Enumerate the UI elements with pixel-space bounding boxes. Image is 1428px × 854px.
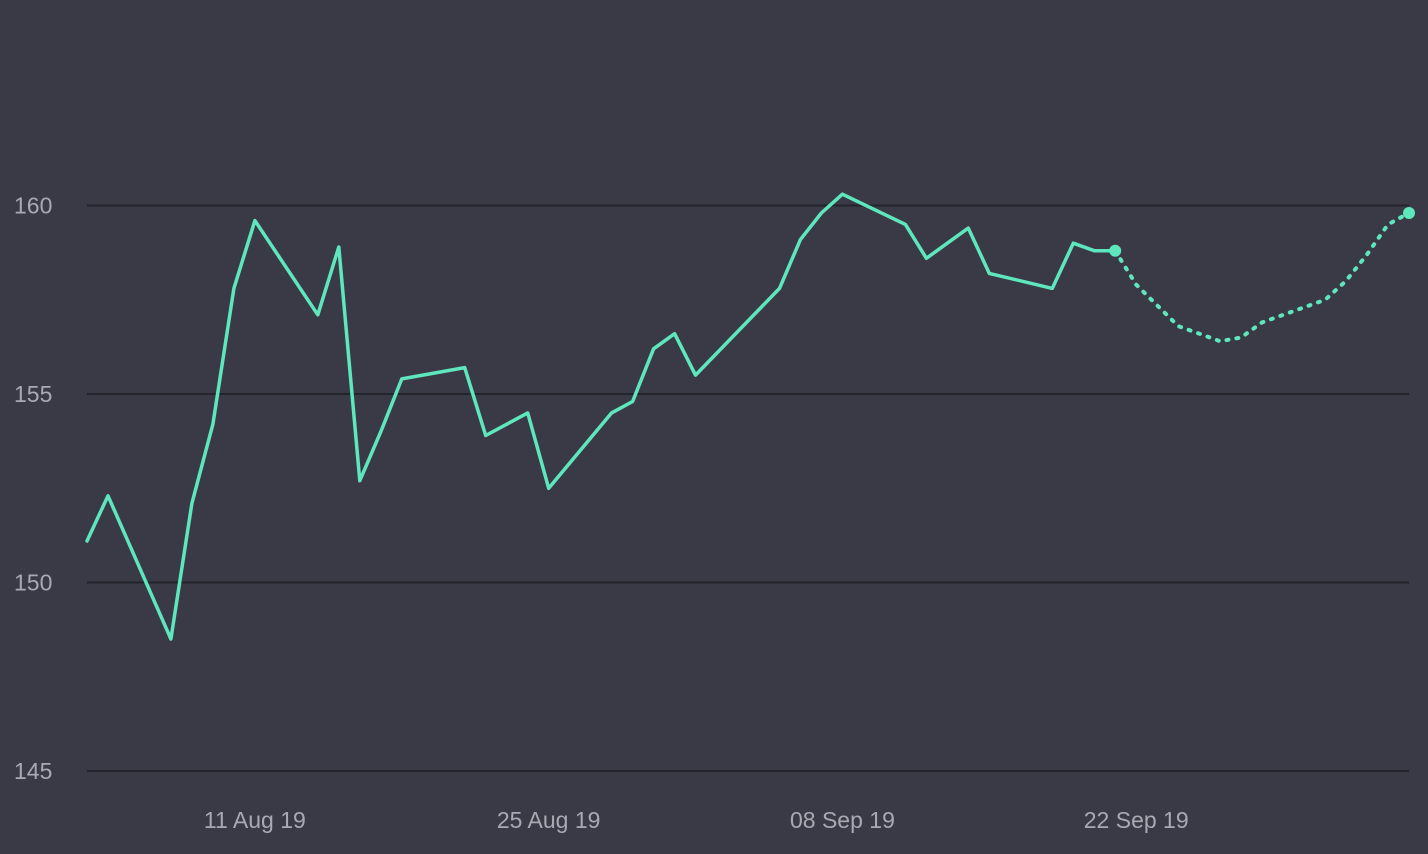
y-tick-label: 150 xyxy=(14,570,52,596)
y-tick-label: 160 xyxy=(14,193,52,219)
series-lines xyxy=(85,192,1411,641)
y-tick-label: 145 xyxy=(14,758,52,784)
y-tick-label: 155 xyxy=(14,381,52,407)
forecast-series-line xyxy=(1113,211,1411,344)
series-markers xyxy=(1109,207,1415,257)
x-axis-ticks: 11 Aug 19 25 Aug 19 08 Sep 19 22 Sep 19 xyxy=(204,807,1189,833)
x-tick-label: 08 Sep 19 xyxy=(790,807,895,833)
series-end-marker xyxy=(1109,244,1122,257)
x-tick-label: 22 Sep 19 xyxy=(1084,807,1189,833)
series-end-marker xyxy=(1403,207,1415,219)
price-series-line xyxy=(85,192,1117,641)
y-axis-ticks: 145 150 155 160 xyxy=(14,193,52,785)
x-tick-label: 11 Aug 19 xyxy=(204,807,306,833)
x-tick-label: 25 Aug 19 xyxy=(497,807,601,833)
gridlines xyxy=(87,204,1409,772)
